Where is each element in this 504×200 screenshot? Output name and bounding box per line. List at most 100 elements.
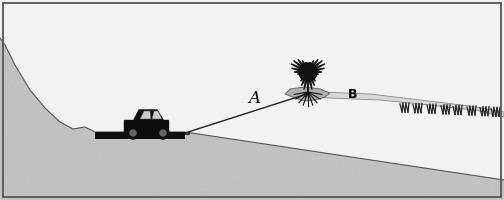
Point: [18, 112, 26, 115]
Point: [245, 173, 254, 177]
Point: [66, 153, 74, 156]
Point: [174, 139, 182, 143]
Point: [23, 194, 31, 197]
Point: [388, 191, 396, 194]
Point: [188, 170, 196, 174]
Point: [352, 165, 360, 168]
Point: [205, 153, 213, 157]
Point: [86, 190, 94, 193]
Point: [336, 165, 344, 168]
Point: [89, 181, 97, 185]
Point: [40, 115, 48, 118]
Point: [79, 173, 87, 176]
Point: [496, 182, 504, 185]
Point: [406, 184, 414, 188]
Point: [477, 183, 485, 187]
Point: [183, 148, 191, 151]
Point: [61, 183, 69, 186]
Point: [9, 74, 17, 77]
Point: [392, 168, 400, 171]
Point: [371, 171, 380, 174]
Point: [404, 186, 412, 189]
Point: [154, 177, 162, 181]
Point: [20, 109, 28, 112]
Point: [166, 155, 174, 158]
Point: [72, 129, 80, 132]
Point: [75, 157, 83, 160]
Point: [373, 197, 382, 200]
Point: [184, 173, 192, 176]
Point: [212, 147, 220, 150]
Point: [332, 172, 340, 175]
Point: [0, 132, 4, 135]
Point: [484, 194, 492, 198]
Point: [416, 196, 424, 200]
Point: [149, 178, 157, 181]
Point: [303, 155, 311, 158]
Point: [129, 161, 137, 164]
Point: [312, 173, 321, 176]
Point: [227, 169, 235, 172]
Point: [323, 191, 331, 194]
Point: [57, 175, 66, 179]
Point: [160, 182, 168, 185]
Point: [88, 161, 96, 164]
Point: [99, 138, 107, 141]
Point: [256, 169, 264, 172]
Point: [380, 178, 388, 181]
Point: [139, 195, 147, 198]
Point: [274, 194, 282, 198]
Point: [274, 172, 282, 175]
Point: [194, 178, 202, 181]
Point: [198, 191, 206, 195]
Point: [297, 178, 305, 182]
Point: [129, 195, 137, 199]
Point: [304, 151, 312, 154]
Point: [35, 185, 43, 188]
Point: [321, 191, 329, 194]
Point: [6, 127, 14, 130]
Point: [143, 187, 151, 190]
Point: [217, 139, 225, 142]
Point: [141, 169, 149, 172]
Point: [224, 154, 232, 157]
Point: [147, 154, 155, 158]
Polygon shape: [306, 62, 307, 66]
Point: [122, 181, 130, 184]
Point: [192, 143, 200, 146]
Point: [359, 194, 367, 197]
Point: [26, 154, 34, 157]
Point: [358, 185, 366, 188]
Point: [138, 175, 146, 178]
Point: [100, 197, 108, 200]
Point: [16, 86, 24, 90]
Point: [8, 89, 16, 92]
Point: [338, 181, 346, 185]
Point: [59, 177, 67, 181]
Point: [211, 189, 219, 192]
Point: [17, 108, 25, 111]
Point: [219, 142, 227, 145]
Point: [254, 153, 262, 157]
Point: [52, 179, 60, 182]
Point: [293, 180, 301, 184]
Point: [383, 165, 391, 168]
Point: [367, 170, 375, 173]
Point: [468, 193, 476, 196]
Point: [115, 136, 123, 139]
Point: [268, 180, 276, 183]
Point: [60, 183, 68, 186]
Point: [328, 196, 336, 199]
Point: [149, 183, 157, 186]
Point: [18, 135, 26, 138]
Point: [133, 187, 141, 190]
Point: [212, 196, 220, 199]
Point: [428, 178, 436, 181]
Point: [21, 154, 29, 157]
Point: [0, 180, 5, 183]
Point: [201, 172, 209, 175]
Point: [351, 173, 359, 176]
Point: [259, 185, 267, 188]
Point: [244, 151, 252, 155]
Point: [143, 170, 151, 173]
